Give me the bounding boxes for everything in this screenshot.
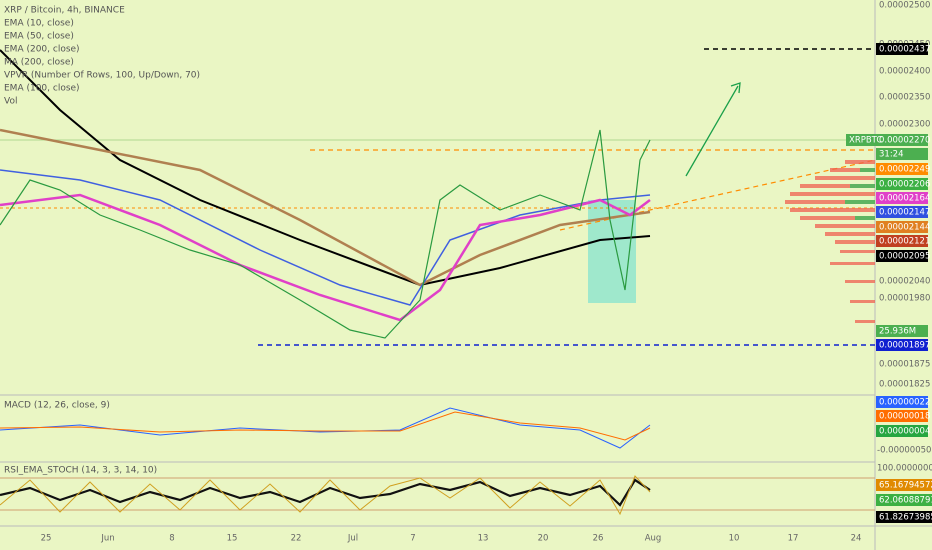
price-axis-label: 0.00002350: [879, 93, 930, 103]
price-tag: [876, 178, 928, 190]
volume-profile: [785, 160, 875, 323]
rsi-tag-label: 62.06088791: [879, 496, 932, 506]
price-tag: [876, 339, 928, 351]
price-tag: [876, 192, 928, 204]
signal-line: [0, 411, 651, 441]
arrow: [685, 85, 739, 177]
indicator-label: EMA (200, close): [4, 45, 80, 55]
price-tag-label: 31:24: [879, 150, 904, 160]
price-tag: [876, 134, 928, 146]
time-axis-label: 20: [538, 534, 549, 544]
rsi-axis-label: 100.00000000: [877, 464, 932, 474]
time-axis-label: 26: [593, 534, 604, 544]
time-axis-label: Aug: [645, 534, 662, 544]
time-axis-label: 10: [729, 534, 740, 544]
indicator-label: EMA (50, close): [4, 32, 74, 42]
time-axis-label: 13: [478, 534, 489, 544]
price-tag: [876, 325, 928, 337]
indicator-label: EMA (10, close): [4, 19, 74, 29]
ema-200: [0, 128, 651, 287]
ema-100: [0, 193, 651, 322]
indicator-label: VPVR (Number Of Rows, 100, Up/Down, 70): [4, 71, 200, 81]
price-tag: [876, 250, 928, 262]
indicator-label: Vol: [4, 97, 17, 107]
price-tag-label: 25.936M: [879, 327, 916, 337]
time-axis-label: Jul: [347, 534, 358, 544]
volume-profile-up: [845, 168, 875, 220]
symbol-tag-label: XRPBTC: [849, 136, 882, 146]
macd-title: MACD (12, 26, close, 9): [4, 401, 110, 411]
price-axis-label: 0.00002400: [879, 67, 930, 77]
price-axis-label: 0.00002500: [879, 1, 930, 11]
symbol-tag: [846, 134, 876, 146]
price-tag-label: 0.00002206: [879, 180, 930, 190]
price-tag: [876, 163, 928, 175]
rsi-tag: [876, 479, 932, 491]
price-tag-label: 0.00002164: [879, 194, 930, 204]
time-axis-label: Jun: [100, 534, 114, 544]
time-axis-label: 24: [851, 534, 862, 544]
macd-line: [0, 407, 651, 449]
rsi-title: RSI_EMA_STOCH (14, 3, 3, 14, 10): [4, 466, 157, 476]
time-axis-label: 25: [41, 534, 52, 544]
time-axis-label: 22: [291, 534, 302, 544]
macd-tag: [876, 425, 928, 437]
price-axis-label: 0.00002040: [879, 277, 930, 287]
rsi-tag: [876, 511, 932, 523]
ema-50: [0, 169, 651, 306]
price-tag-label: 0.00002249: [879, 165, 930, 175]
rsi-tag-label: 61.82673985: [879, 513, 932, 523]
time-axis-label: 17: [788, 534, 799, 544]
time-axis-label: 15: [227, 534, 238, 544]
price-tag-label: 0.00002144: [879, 223, 930, 233]
price-tag: [876, 235, 928, 247]
price-axis-label: 0.00001825: [879, 380, 930, 390]
macd-tag-label: 0.00000004: [879, 427, 930, 437]
rsi-line: [0, 478, 651, 507]
time-axis-label: 8: [169, 534, 174, 544]
symbol-label: XRP / Bitcoin, 4h, BINANCE: [4, 6, 125, 16]
price-axis-label: 0.00002300: [879, 120, 930, 130]
rsi-tag: [876, 494, 932, 506]
price-tag: [876, 221, 928, 233]
price-tag-label: 0.00002121: [879, 237, 930, 247]
rsi-tag-label: 65.16794572: [879, 481, 932, 491]
price-tag: [876, 43, 928, 55]
time-axis-label: 7: [410, 534, 415, 544]
price-tag-label: 0.00002270: [879, 136, 930, 146]
price-tag-label: 0.00002437: [879, 45, 930, 55]
price-tag-label: 0.00001897: [879, 341, 930, 351]
macd-tag: [876, 396, 928, 408]
price-tag-label: 0.00002147: [879, 208, 930, 218]
macd-axis-label: -0.00000050: [877, 446, 931, 456]
price-tag: [876, 206, 928, 218]
macd-tag-label: 0.00000022: [879, 398, 930, 408]
price-tag-label: 0.00002095: [879, 252, 930, 262]
indicator-label: EMA (100, close): [4, 84, 80, 94]
ma-200: [0, 49, 651, 287]
price-axis-label: 0.00001980: [879, 294, 930, 304]
macd-tag: [876, 410, 928, 422]
indicator-label: MA (200, close): [4, 58, 74, 68]
price-tag: [876, 148, 928, 160]
macd-tag-label: 0.00000018: [879, 412, 930, 422]
price-axis-label: 0.00001875: [879, 360, 930, 370]
stoch-line: [0, 475, 651, 516]
price: [0, 129, 651, 339]
arrow-head: [730, 82, 741, 94]
